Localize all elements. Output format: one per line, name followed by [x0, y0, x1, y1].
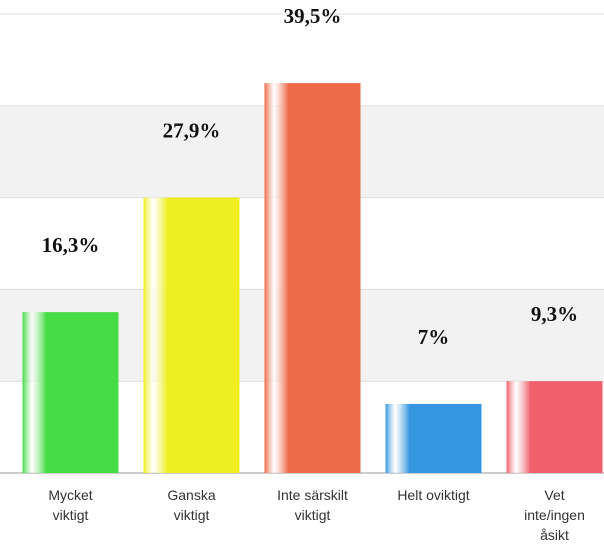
bar [22, 312, 119, 473]
x-tick-label: Mycket viktigt [48, 487, 93, 523]
value-label: 27,9% [163, 119, 221, 143]
x-tick-label: Helt oviktigt [397, 487, 470, 503]
bar [385, 403, 482, 473]
bar [143, 197, 240, 473]
value-label: 39,5% [284, 4, 342, 28]
bar [264, 83, 361, 473]
bar [506, 381, 603, 473]
value-label: 16,3% [42, 233, 100, 257]
x-tick-label: Vet inte/ingen åsikt [524, 487, 585, 543]
value-label: 7% [418, 325, 450, 349]
value-label: 9,3% [531, 302, 578, 326]
x-tick-label: Ganska viktigt [167, 487, 216, 523]
x-tick-label: Inte särskilt viktigt [277, 487, 348, 523]
